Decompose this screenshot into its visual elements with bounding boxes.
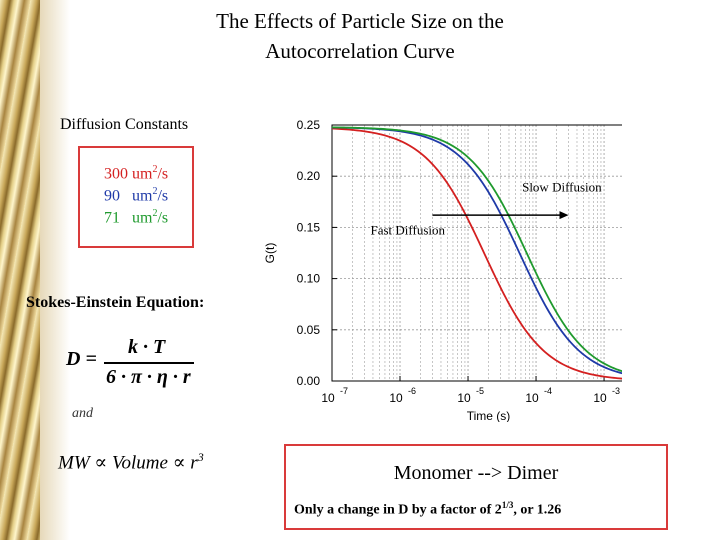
y-tick-label: 0.25	[297, 118, 321, 132]
x-tick-label: 10	[389, 391, 403, 405]
fast-diffusion-label: Fast Diffusion	[371, 223, 446, 238]
y-tick-label: 0.20	[297, 169, 321, 183]
diffusion-value: 71 um	[104, 209, 153, 227]
x-tick-label-exponent: -6	[408, 386, 416, 396]
x-tick-label: 10	[321, 391, 335, 405]
diffusion-value: 90 um	[104, 187, 153, 205]
diffusion-unit-sup: 2	[152, 186, 158, 197]
gold-decorative-band	[0, 0, 40, 540]
monomer-dimer-box: Monomer --> Dimer Only a change in D by …	[284, 444, 668, 530]
slow-diffusion-label: Slow Diffusion	[522, 180, 602, 195]
diffusion-constant-71: 71 um2/s	[104, 208, 168, 227]
series-line-2	[331, 126, 622, 375]
x-tick-label-exponent: -5	[476, 386, 484, 396]
x-tick-label: 10	[593, 391, 607, 405]
series-line-3	[331, 126, 622, 373]
y-tick-label: 0.05	[297, 323, 321, 337]
x-tick-label-exponent: -7	[340, 386, 348, 396]
mw-proportion-text: MW ∝ Volume ∝ r	[58, 452, 198, 474]
diffusion-arrow-head	[559, 211, 569, 220]
diffusion-unit: /s	[157, 165, 169, 183]
x-axis-label: Time (s)	[467, 409, 511, 422]
y-tick-label: 0.15	[297, 220, 321, 234]
diffusion-constant-300: 300 um2/s	[104, 164, 168, 183]
x-tick-label: 10	[457, 391, 471, 405]
equation-numerator: k · T	[128, 336, 166, 358]
note-prefix: Only a change in D by a factor of 2	[294, 502, 502, 518]
mw-proportion: MW ∝ Volume ∝ r3	[58, 450, 204, 474]
diffusion-unit-sup: 2	[152, 164, 158, 175]
x-tick-label: 10	[525, 391, 539, 405]
diffusion-unit-sup: 2	[152, 208, 158, 219]
monomer-dimer-note: Only a change in D by a factor of 21/3, …	[294, 500, 561, 519]
y-tick-label: 0.10	[297, 272, 321, 286]
diffusion-heading: Diffusion Constants	[60, 116, 189, 133]
equation-denominator: 6 · π · η · r	[106, 366, 191, 388]
x-tick-label-exponent: -3	[612, 386, 620, 396]
note-suffix: , or 1.26	[513, 502, 562, 518]
diffusion-unit: /s	[157, 187, 169, 205]
y-tick-label: 0.00	[297, 374, 321, 388]
and-text: and	[72, 406, 93, 421]
plot-frame	[331, 124, 622, 382]
slide-title: The Effects of Particle Size on the Auto…	[150, 6, 570, 66]
gold-band-shadow	[40, 0, 70, 540]
fraction-bar	[104, 362, 194, 364]
diffusion-constant-90: 90 um2/s	[104, 186, 168, 205]
series-line-1	[331, 127, 622, 380]
stokes-einstein-heading: Stokes-Einstein Equation:	[26, 294, 205, 311]
diffusion-unit: /s	[157, 209, 169, 227]
diffusion-value: 300 um	[104, 165, 153, 183]
equation-lhs: D =	[66, 348, 97, 370]
title-line-2: Autocorrelation Curve	[265, 39, 455, 63]
title-line-1: The Effects of Particle Size on the	[216, 9, 504, 33]
monomer-dimer-title: Monomer --> Dimer	[393, 462, 559, 484]
diffusion-constants-box: 300 um2/s 90 um2/s 71 um2/s	[78, 146, 194, 248]
note-sup: 1/3	[501, 500, 514, 510]
y-axis-label: G(t)	[263, 243, 277, 264]
x-tick-label-exponent: -4	[544, 386, 552, 396]
mw-proportion-sup: 3	[197, 450, 204, 464]
autocorrelation-chart: 0.00 0.05 0.10 0.15 0.20 0.25 10 -7 10 -6 10 -5 10 -4…	[263, 118, 622, 422]
